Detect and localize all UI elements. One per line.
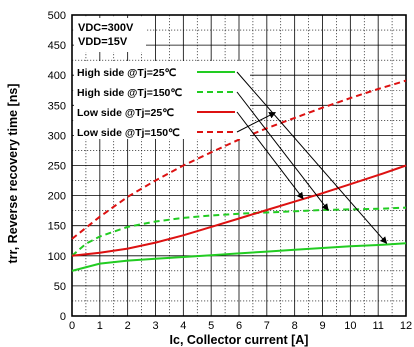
legend-pointer-arrows — [236, 71, 388, 244]
y-tick-labels: 0 50 100 150 200 250 300 350 400 450 500 — [48, 10, 66, 323]
y-tick-label: 200 — [48, 191, 66, 203]
test-conditions: VDC=300V VDD=15V — [74, 18, 146, 52]
x-tick-label: 5 — [208, 320, 214, 332]
y-tick-label: 150 — [48, 221, 66, 233]
x-tick-label: 1 — [97, 320, 103, 332]
pointer-arrow — [236, 91, 329, 211]
x-tick-label: 8 — [292, 320, 298, 332]
y-tick-label: 450 — [48, 40, 66, 52]
condition-text: VDC=300V — [78, 22, 134, 34]
x-tick-label: 12 — [400, 320, 412, 332]
y-axis-title: trr, Reverse recovery time [ns] — [6, 84, 20, 264]
x-tick-label: 6 — [236, 320, 242, 332]
x-tick-label: 7 — [264, 320, 270, 332]
legend-label: High side @Tj=150℃ — [77, 87, 182, 99]
x-tick-label: 11 — [372, 320, 383, 332]
condition-text: VDD=15V — [78, 36, 128, 48]
legend-box — [74, 61, 250, 139]
y-tick-label: 250 — [48, 161, 66, 173]
grid — [71, 14, 407, 317]
conditions-box — [74, 18, 146, 52]
legend-label: High side @Tj=25℃ — [77, 67, 177, 79]
x-tick-label: 9 — [319, 320, 325, 332]
y-tick-label: 500 — [48, 10, 66, 22]
y-tick-label: 100 — [48, 251, 66, 263]
x-axis-title: Ic, Collector current [A] — [170, 333, 309, 347]
series-line-2 — [71, 206, 407, 257]
series-line-3 — [71, 164, 407, 257]
series-lines — [71, 79, 407, 272]
y-tick-label: 50 — [54, 281, 66, 293]
pointer-arrow — [236, 111, 304, 200]
legend-label: Low side @Tj=25℃ — [77, 107, 174, 119]
x-tick-label: 4 — [180, 320, 186, 332]
x-tick-label: 3 — [152, 320, 158, 332]
y-tick-label: 300 — [48, 130, 66, 142]
x-tick-labels: 0 1 2 3 4 5 6 7 8 9 10 11 12 — [69, 320, 412, 332]
y-tick-label: 400 — [48, 70, 66, 82]
pointer-arrow — [236, 71, 388, 244]
series-line-1 — [71, 242, 407, 272]
x-tick-label: 0 — [69, 320, 75, 332]
y-tick-label: 350 — [48, 100, 66, 112]
x-tick-label: 2 — [125, 320, 131, 332]
x-tick-label: 10 — [344, 320, 356, 332]
legend-label: Low side @Tj=150℃ — [77, 127, 180, 139]
legend: High side @Tj=25℃ High side @Tj=150℃ Low s… — [74, 61, 250, 139]
pointer-arrow — [236, 112, 277, 133]
series-line-4 — [71, 79, 407, 240]
y-tick-label: 0 — [60, 311, 66, 323]
